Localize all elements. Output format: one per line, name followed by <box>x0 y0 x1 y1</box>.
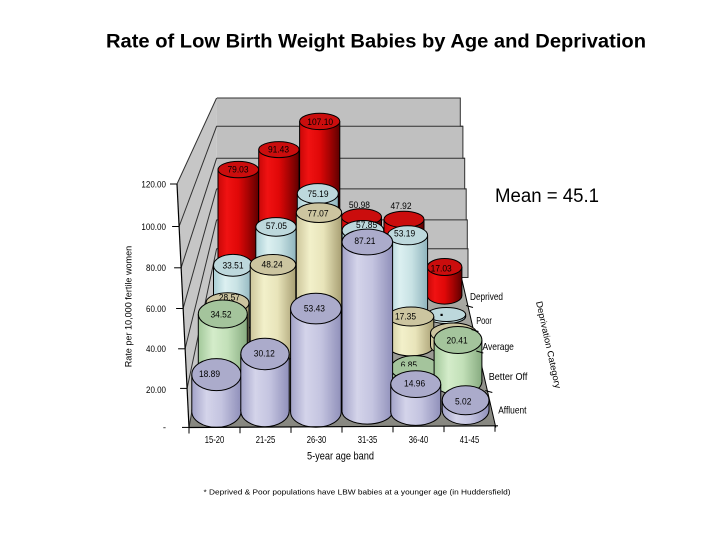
svg-text:Mean = 45.1: Mean = 45.1 <box>495 186 599 207</box>
svg-text:20.00: 20.00 <box>146 385 166 396</box>
svg-text:79.03: 79.03 <box>227 164 248 174</box>
svg-text:17.35: 17.35 <box>395 312 416 322</box>
svg-text:120.00: 120.00 <box>141 179 166 190</box>
svg-text:80.00: 80.00 <box>146 263 166 274</box>
svg-text:Affluent: Affluent <box>498 404 526 416</box>
svg-text:Poor: Poor <box>476 315 492 327</box>
svg-text:26-30: 26-30 <box>307 434 327 446</box>
svg-text:6.85: 6.85 <box>401 360 417 370</box>
svg-text:53.43: 53.43 <box>304 304 325 314</box>
svg-text:41-45: 41-45 <box>460 434 480 446</box>
svg-text:18.89: 18.89 <box>199 369 220 379</box>
svg-text:60.00: 60.00 <box>146 304 166 315</box>
svg-text:Rate per 10,000 fertile women: Rate per 10,000 fertile women <box>124 246 135 368</box>
svg-text:100.00: 100.00 <box>141 222 166 233</box>
svg-text:48.24: 48.24 <box>262 260 283 270</box>
svg-text:Deprived: Deprived <box>470 291 503 303</box>
svg-text:53.19: 53.19 <box>394 229 415 239</box>
svg-text:34.52: 34.52 <box>210 310 231 320</box>
svg-text:36-40: 36-40 <box>409 434 429 446</box>
svg-text:14.96: 14.96 <box>404 378 425 388</box>
svg-text:57.85: 57.85 <box>356 220 377 230</box>
svg-text:28.57: 28.57 <box>219 293 240 303</box>
svg-text:Average: Average <box>483 341 515 353</box>
svg-text:20.41: 20.41 <box>447 336 468 346</box>
svg-text:91.43: 91.43 <box>268 145 289 155</box>
svg-text:15-20: 15-20 <box>205 434 225 446</box>
svg-text:47.92: 47.92 <box>390 201 411 211</box>
svg-text:75.19: 75.19 <box>307 189 328 199</box>
svg-text:50.98: 50.98 <box>349 200 370 210</box>
svg-text:-: - <box>163 423 166 434</box>
svg-text:107.10: 107.10 <box>307 117 333 127</box>
svg-text:5.02: 5.02 <box>455 397 471 407</box>
svg-text:17.03: 17.03 <box>431 263 452 273</box>
svg-text:Better Off: Better Off <box>489 371 528 383</box>
svg-text:33.51: 33.51 <box>222 261 243 271</box>
svg-text:87.21: 87.21 <box>354 236 375 246</box>
svg-text:5-year age band: 5-year age band <box>307 451 374 463</box>
svg-text:77.07: 77.07 <box>307 208 328 218</box>
svg-text:21-25: 21-25 <box>256 434 276 446</box>
svg-text:Rate of Low Birth Weight Babie: Rate of Low Birth Weight Babies by Age a… <box>106 31 646 53</box>
svg-text:40.00: 40.00 <box>146 344 166 355</box>
svg-text:30.12: 30.12 <box>254 349 275 359</box>
svg-text:57.05: 57.05 <box>266 221 287 231</box>
svg-text:* Deprived & Poor populations: * Deprived & Poor populations have LBW b… <box>204 488 512 497</box>
svg-text:31-35: 31-35 <box>358 434 378 446</box>
